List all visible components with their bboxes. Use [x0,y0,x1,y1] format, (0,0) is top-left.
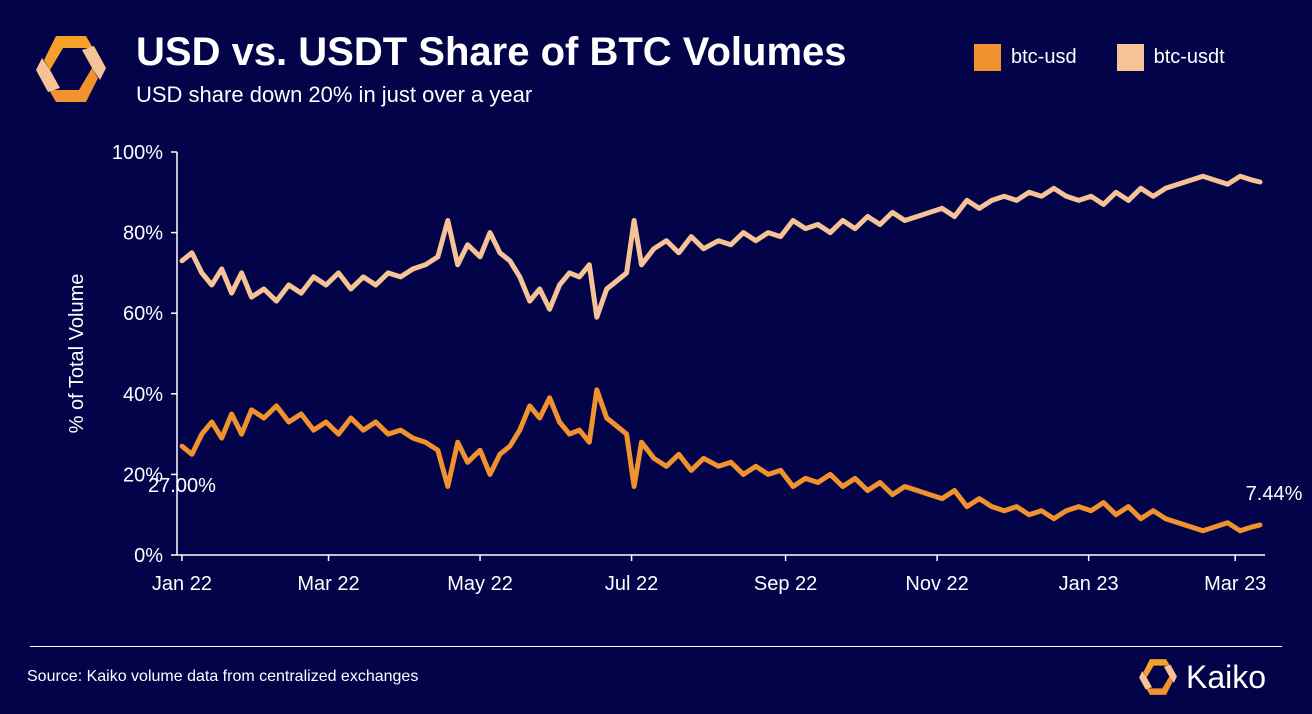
legend-swatch-btc-usdt [1116,44,1144,71]
x-tick-label: Mar 22 [297,573,359,595]
annotation-start: 27.00% [148,475,216,497]
legend-label-btc-usdt: btc-usdt [1153,46,1225,68]
y-tick-label: 20% [123,464,163,486]
line-chart: 0% 20% 40% 60% 80% 100% Jan 22 Mar 22 May 22 Jul … [66,142,1303,595]
legend-label-btc-usd: btc-usd [1011,46,1077,68]
x-tick-label: Jul 22 [605,573,658,595]
y-tick-label: 80% [123,223,163,245]
series-line-btc-usdt [179,173,1263,320]
brand: Kaiko [1138,657,1266,697]
chart-title: USD vs. USDT Share of BTC Volumes [136,30,847,74]
legend: btc-usd btc-usdt [974,44,1225,71]
chart-subtitle: USD share down 20% in just over a year [136,82,533,107]
y-tick-label: 100% [112,142,163,164]
x-tick-label: Nov 22 [905,573,968,595]
x-tick-label: Mar 23 [1204,573,1266,595]
y-axis-label: % of Total Volume [66,274,88,434]
kaiko-logo-icon [36,36,106,102]
y-tick-label: 60% [123,303,163,325]
legend-item-btc-usdt: btc-usdt [1116,44,1225,71]
y-tick-label: 0% [134,545,163,567]
y-tick-label: 40% [123,384,163,406]
x-tick-label: Sep 22 [754,573,817,595]
x-tick-label: Jan 22 [152,573,212,595]
legend-swatch-btc-usd [974,44,1001,71]
source-note: Source: Kaiko volume data from centraliz… [27,668,419,685]
kaiko-brand-icon [1139,659,1177,695]
brand-name: Kaiko [1186,658,1267,695]
x-tick-label: Jan 23 [1059,573,1119,595]
annotation-end: 7.44% [1246,483,1303,505]
x-tick-label: May 22 [447,573,513,595]
legend-item-btc-usd: btc-usd [974,44,1077,71]
footer-divider [30,646,1282,647]
series-line-btc-usd [179,387,1263,534]
